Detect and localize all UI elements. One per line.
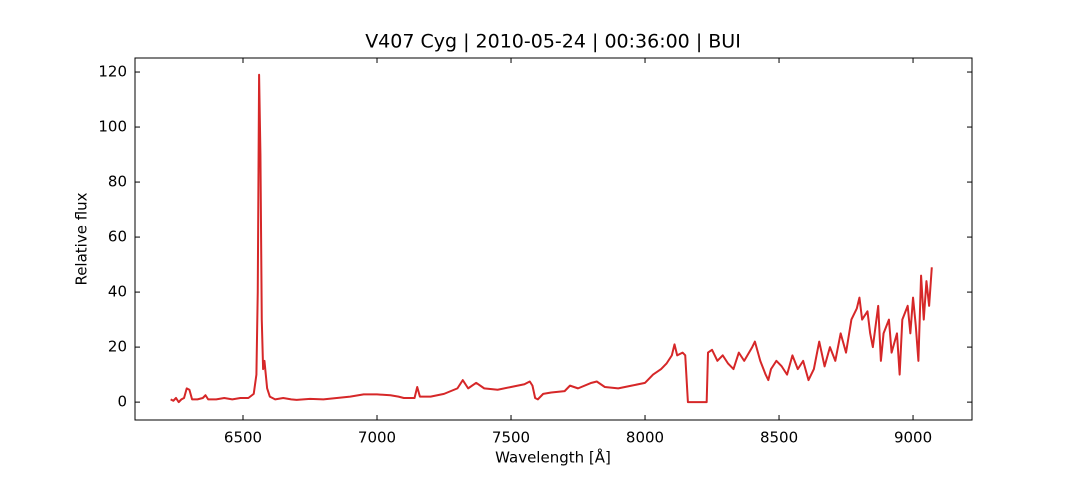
y-tick-label: 0 xyxy=(117,393,127,411)
x-tick-label: 7000 xyxy=(358,429,396,447)
plot-frame xyxy=(134,57,973,421)
chart-title: V407 Cyg | 2010-05-24 | 00:36:00 | BUI xyxy=(365,31,741,53)
x-tick-label: 8000 xyxy=(626,429,664,447)
x-tick-label: 6500 xyxy=(224,429,262,447)
x-tick-label: 7500 xyxy=(492,429,530,447)
y-tick-label: 20 xyxy=(108,338,127,356)
x-tick-label: 9000 xyxy=(894,429,932,447)
y-tick-label: 80 xyxy=(108,173,127,191)
y-tick-label: 120 xyxy=(98,63,127,81)
y-axis-label: Relative flux xyxy=(73,192,91,285)
y-tick-label: 60 xyxy=(108,228,127,246)
y-tick-label: 100 xyxy=(98,118,127,136)
y-tick-label: 40 xyxy=(108,283,127,301)
x-tick-label: 8500 xyxy=(760,429,798,447)
data-line xyxy=(170,73,933,404)
x-axis-label: Wavelength [Å] xyxy=(495,448,611,467)
